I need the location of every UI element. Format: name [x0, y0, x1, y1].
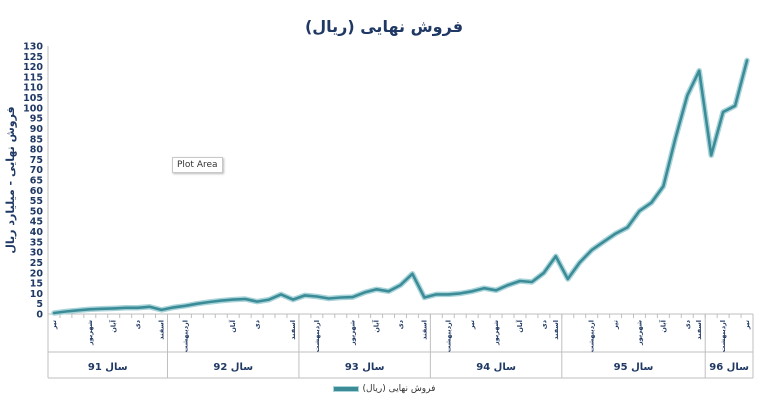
x-tick-label: آبان: [109, 319, 118, 332]
year-label: سال 92: [213, 362, 253, 373]
year-label: سال 94: [476, 362, 516, 373]
y-tick-label: 90: [30, 124, 44, 135]
x-tick-label: اسفند: [158, 320, 166, 340]
y-tick-label: 105: [23, 93, 43, 104]
x-tick-label: شهریور: [635, 320, 643, 346]
x-tick-label: آبان: [658, 319, 667, 332]
x-tick-label: دی: [397, 319, 405, 329]
year-label: سال 91: [88, 362, 128, 373]
x-tick-label: شهریور: [492, 320, 500, 346]
series-line-outline: [51, 57, 750, 316]
x-tick-label: اردیبهشت: [719, 320, 727, 352]
x-tick-label: دی: [683, 319, 691, 329]
x-tick-label: آبان: [515, 319, 524, 332]
x-tick-label: اسفند: [420, 320, 428, 340]
x-tick-label: تیر: [743, 320, 751, 330]
year-label: سال 96: [709, 362, 749, 373]
y-tick-label: 30: [30, 248, 44, 259]
y-tick-label: 65: [30, 176, 43, 187]
x-tick-label: اردیبهشت: [181, 320, 189, 352]
y-tick-label: 35: [30, 237, 43, 248]
year-label: سال 95: [614, 362, 654, 373]
x-tick-label: تیر: [612, 320, 620, 330]
y-tick-label: 80: [30, 145, 44, 156]
y-axis-title: فروش نهایی - میلیارد ریال: [4, 106, 17, 253]
legend-swatch: [332, 386, 359, 392]
legend-label: فروش نهایی (ریال): [362, 384, 436, 394]
y-tick-label: 10: [30, 289, 44, 300]
chart-title: فروش نهایی (ریال): [304, 17, 464, 36]
x-tick-label: اردیبهشت: [588, 320, 596, 352]
y-tick-label: 115: [23, 72, 43, 83]
y-tick-label: 100: [23, 103, 43, 114]
y-tick-label: 45: [30, 217, 43, 228]
x-tick-label: شهریور: [86, 320, 94, 346]
x-tick-label: دی: [540, 319, 548, 329]
plot-area-tooltip: Plot Area: [172, 157, 223, 173]
y-tick-label: 95: [30, 114, 43, 125]
x-tick-label: اردیبهشت: [313, 320, 321, 352]
x-tick-label: آبان: [228, 319, 237, 332]
x-tick-label: شهریور: [349, 320, 357, 346]
y-tick-label: 60: [30, 186, 44, 197]
y-tick-label: 120: [23, 62, 43, 73]
x-tick-label: دی: [253, 319, 261, 329]
y-tick-label: 0: [36, 310, 43, 321]
legend[interactable]: فروش نهایی (ریال): [0, 384, 768, 394]
y-tick-label: 75: [30, 155, 43, 166]
x-tick-label: تیر: [50, 320, 58, 330]
y-tick-label: 20: [30, 268, 44, 279]
x-tick-label: اسفند: [289, 320, 297, 340]
y-tick-label: 125: [23, 52, 43, 63]
y-tick-label: 40: [30, 227, 44, 238]
x-tick-label: دی: [134, 319, 142, 329]
x-tick-label: اردیبهشت: [444, 320, 452, 352]
y-tick-label: 70: [30, 165, 44, 176]
y-tick-label: 130: [23, 42, 43, 53]
y-tick-label: 85: [30, 134, 43, 145]
y-tick-label: 50: [30, 206, 44, 217]
series-line: [52, 59, 749, 315]
x-tick-label: تیر: [468, 320, 476, 330]
y-tick-label: 25: [30, 258, 43, 269]
year-label: سال 93: [345, 362, 385, 373]
y-tick-label: 15: [30, 279, 43, 290]
y-tick-label: 5: [36, 299, 43, 310]
y-tick-label: 110: [23, 83, 43, 94]
y-tick-label: 55: [30, 196, 43, 207]
x-tick-label: اسفند: [695, 320, 703, 340]
x-tick-label: اسفند: [552, 320, 560, 340]
x-tick-label: آبان: [372, 319, 381, 332]
